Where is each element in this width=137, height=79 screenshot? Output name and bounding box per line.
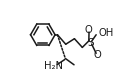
Text: H₂N: H₂N	[44, 61, 63, 71]
Text: O: O	[93, 50, 101, 60]
Text: S: S	[87, 38, 94, 48]
Text: OH: OH	[98, 28, 113, 38]
Text: O: O	[84, 25, 92, 35]
